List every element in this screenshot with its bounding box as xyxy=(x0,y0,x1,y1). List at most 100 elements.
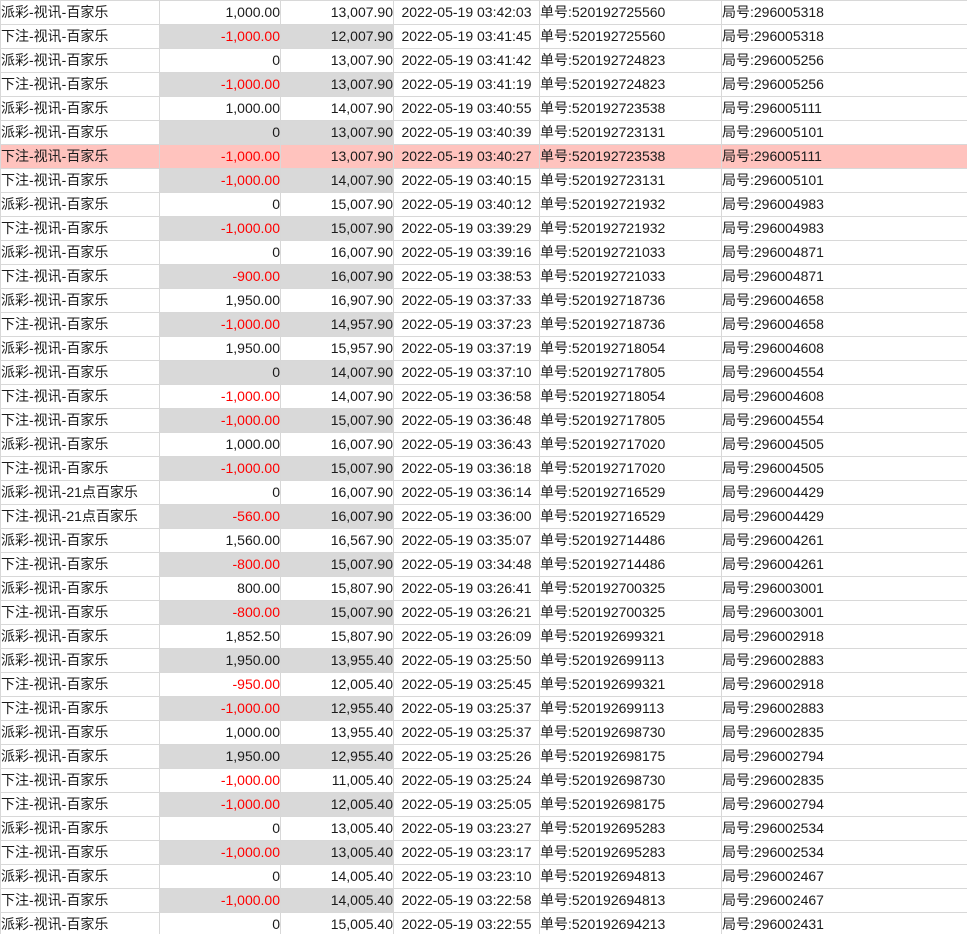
table-row[interactable]: 派彩-视讯-百家乐 0 13,007.90 2022-05-19 03:41:42 单号… xyxy=(0,48,967,73)
transaction-type-cell: 派彩-视讯-百家乐 xyxy=(0,360,160,385)
round-number-cell: 局号:296004658 xyxy=(721,288,967,313)
table-row[interactable]: 下注-视讯-百家乐 -800.00 15,007.90 2022-05-19 03:2… xyxy=(0,600,967,625)
order-number-cell: 单号:520192714486 xyxy=(539,528,722,553)
transaction-type-cell: 派彩-视讯-百家乐 xyxy=(0,648,160,673)
round-number-cell: 局号:296004505 xyxy=(721,456,967,481)
table-row[interactable]: 下注-视讯-百家乐 -1,000.00 12,005.40 2022-05-19 03… xyxy=(0,792,967,817)
table-row[interactable]: 派彩-视讯-百家乐 1,000.00 13,007.90 2022-05-19 03:… xyxy=(0,0,967,25)
transaction-type-cell: 下注-视讯-百家乐 xyxy=(0,600,160,625)
table-row[interactable]: 下注-视讯-百家乐 -800.00 15,007.90 2022-05-19 03:3… xyxy=(0,552,967,577)
timestamp-cell: 2022-05-19 03:36:14 xyxy=(393,480,540,505)
transaction-type-cell: 下注-视讯-百家乐 xyxy=(0,168,160,193)
table-row[interactable]: 派彩-视讯-百家乐 1,000.00 16,007.90 2022-05-19 03:… xyxy=(0,432,967,457)
amount-cell: 1,000.00 xyxy=(159,720,281,745)
table-row[interactable]: 派彩-视讯-百家乐 1,000.00 14,007.90 2022-05-19 03:… xyxy=(0,96,967,121)
table-row[interactable]: 派彩-视讯-百家乐 0 13,005.40 2022-05-19 03:23:27 单号… xyxy=(0,816,967,841)
table-row[interactable]: 派彩-视讯-百家乐 0 15,005.40 2022-05-19 03:22:55 单号… xyxy=(0,912,967,934)
order-number-cell: 单号:520192723131 xyxy=(539,168,722,193)
transaction-type-cell: 派彩-视讯-百家乐 xyxy=(0,576,160,601)
balance-cell: 16,007.90 xyxy=(280,480,394,505)
amount-cell: 1,000.00 xyxy=(159,432,281,457)
table-row[interactable]: 下注-视讯-百家乐 -1,000.00 12,955.40 2022-05-19 03… xyxy=(0,696,967,721)
table-row[interactable]: 下注-视讯-百家乐 -1,000.00 14,007.90 2022-05-19 03… xyxy=(0,168,967,193)
table-row[interactable]: 下注-视讯-百家乐 -1,000.00 14,007.90 2022-05-19 03… xyxy=(0,384,967,409)
order-number-cell: 单号:520192694213 xyxy=(539,912,722,934)
transaction-type-cell: 下注-视讯-百家乐 xyxy=(0,384,160,409)
amount-cell: 1,950.00 xyxy=(159,648,281,673)
table-row[interactable]: 下注-视讯-百家乐 -1,000.00 15,007.90 2022-05-19 03… xyxy=(0,408,967,433)
balance-cell: 12,005.40 xyxy=(280,672,394,697)
amount-cell: -1,000.00 xyxy=(159,216,281,241)
table-row[interactable]: 下注-视讯-百家乐 -1,000.00 15,007.90 2022-05-19 03… xyxy=(0,456,967,481)
table-row[interactable]: 派彩-视讯-百家乐 0 16,007.90 2022-05-19 03:39:16 单号… xyxy=(0,240,967,265)
table-row-highlighted[interactable]: 下注-视讯-百家乐 -1,000.00 13,007.90 2022-05-19 03… xyxy=(0,144,967,169)
round-number-cell: 局号:296005111 xyxy=(721,144,967,169)
balance-cell: 15,007.90 xyxy=(280,408,394,433)
balance-cell: 15,005.40 xyxy=(280,912,394,934)
amount-cell: -1,000.00 xyxy=(159,312,281,337)
table-row[interactable]: 下注-视讯-百家乐 -1,000.00 11,005.40 2022-05-19 03… xyxy=(0,768,967,793)
table-row[interactable]: 派彩-视讯-百家乐 0 15,007.90 2022-05-19 03:40:12 单号… xyxy=(0,192,967,217)
table-row[interactable]: 派彩-视讯-21点百家乐 0 16,007.90 2022-05-19 03:36:1… xyxy=(0,480,967,505)
table-row[interactable]: 派彩-视讯-百家乐 1,560.00 16,567.90 2022-05-19 03:… xyxy=(0,528,967,553)
table-row[interactable]: 下注-视讯-百家乐 -1,000.00 14,957.90 2022-05-19 03… xyxy=(0,312,967,337)
table-row[interactable]: 派彩-视讯-百家乐 0 13,007.90 2022-05-19 03:40:39 单号… xyxy=(0,120,967,145)
round-number-cell: 局号:296005318 xyxy=(721,0,967,25)
table-row[interactable]: 下注-视讯-百家乐 -1,000.00 15,007.90 2022-05-19 03… xyxy=(0,216,967,241)
table-row[interactable]: 派彩-视讯-百家乐 1,950.00 12,955.40 2022-05-19 03:… xyxy=(0,744,967,769)
transaction-type-cell: 派彩-视讯-百家乐 xyxy=(0,48,160,73)
amount-cell: -900.00 xyxy=(159,264,281,289)
table-row[interactable]: 派彩-视讯-百家乐 0 14,005.40 2022-05-19 03:23:10 单号… xyxy=(0,864,967,889)
amount-cell: 1,000.00 xyxy=(159,96,281,121)
table-row[interactable]: 派彩-视讯-百家乐 1,950.00 13,955.40 2022-05-19 03:… xyxy=(0,648,967,673)
round-number-cell: 局号:296003001 xyxy=(721,600,967,625)
transaction-type-cell: 下注-视讯-百家乐 xyxy=(0,408,160,433)
order-number-cell: 单号:520192723538 xyxy=(539,96,722,121)
order-number-cell: 单号:520192698175 xyxy=(539,744,722,769)
round-number-cell: 局号:296002794 xyxy=(721,792,967,817)
amount-cell: 0 xyxy=(159,360,281,385)
timestamp-cell: 2022-05-19 03:23:10 xyxy=(393,864,540,889)
table-row[interactable]: 下注-视讯-百家乐 -900.00 16,007.90 2022-05-19 03:3… xyxy=(0,264,967,289)
transaction-type-cell: 派彩-视讯-百家乐 xyxy=(0,0,160,25)
table-row[interactable]: 下注-视讯-百家乐 -1,000.00 13,007.90 2022-05-19 03… xyxy=(0,72,967,97)
order-number-cell: 单号:520192717805 xyxy=(539,360,722,385)
round-number-cell: 局号:296002835 xyxy=(721,720,967,745)
table-row[interactable]: 派彩-视讯-百家乐 1,852.50 15,807.90 2022-05-19 03:… xyxy=(0,624,967,649)
timestamp-cell: 2022-05-19 03:36:00 xyxy=(393,504,540,529)
transaction-type-cell: 派彩-视讯-百家乐 xyxy=(0,624,160,649)
amount-cell: -1,000.00 xyxy=(159,888,281,913)
timestamp-cell: 2022-05-19 03:40:27 xyxy=(393,144,540,169)
order-number-cell: 单号:520192721932 xyxy=(539,216,722,241)
table-row[interactable]: 下注-视讯-百家乐 -1,000.00 14,005.40 2022-05-19 03… xyxy=(0,888,967,913)
order-number-cell: 单号:520192718736 xyxy=(539,288,722,313)
amount-cell: -1,000.00 xyxy=(159,24,281,49)
round-number-cell: 局号:296004871 xyxy=(721,264,967,289)
round-number-cell: 局号:296002431 xyxy=(721,912,967,934)
table-row[interactable]: 派彩-视讯-百家乐 1,950.00 16,907.90 2022-05-19 03:… xyxy=(0,288,967,313)
table-row[interactable]: 下注-视讯-百家乐 -1,000.00 13,005.40 2022-05-19 03… xyxy=(0,840,967,865)
order-number-cell: 单号:520192725560 xyxy=(539,24,722,49)
round-number-cell: 局号:296004983 xyxy=(721,216,967,241)
timestamp-cell: 2022-05-19 03:25:37 xyxy=(393,696,540,721)
balance-cell: 15,007.90 xyxy=(280,192,394,217)
amount-cell: 1,950.00 xyxy=(159,744,281,769)
table-row[interactable]: 派彩-视讯-百家乐 1,950.00 15,957.90 2022-05-19 03:… xyxy=(0,336,967,361)
table-row[interactable]: 下注-视讯-百家乐 -950.00 12,005.40 2022-05-19 03:2… xyxy=(0,672,967,697)
amount-cell: 0 xyxy=(159,192,281,217)
table-row[interactable]: 下注-视讯-百家乐 -1,000.00 12,007.90 2022-05-19 03… xyxy=(0,24,967,49)
transaction-type-cell: 下注-视讯-百家乐 xyxy=(0,792,160,817)
table-row[interactable]: 派彩-视讯-百家乐 1,000.00 13,955.40 2022-05-19 03:… xyxy=(0,720,967,745)
round-number-cell: 局号:296004429 xyxy=(721,504,967,529)
balance-cell: 13,955.40 xyxy=(280,648,394,673)
table-row[interactable]: 下注-视讯-21点百家乐 -560.00 16,007.90 2022-05-19 0… xyxy=(0,504,967,529)
timestamp-cell: 2022-05-19 03:34:48 xyxy=(393,552,540,577)
balance-cell: 15,957.90 xyxy=(280,336,394,361)
table-row[interactable]: 派彩-视讯-百家乐 0 14,007.90 2022-05-19 03:37:10 单号… xyxy=(0,360,967,385)
transaction-type-cell: 下注-视讯-百家乐 xyxy=(0,456,160,481)
round-number-cell: 局号:296004261 xyxy=(721,552,967,577)
balance-cell: 15,007.90 xyxy=(280,552,394,577)
round-number-cell: 局号:296004505 xyxy=(721,432,967,457)
table-row[interactable]: 派彩-视讯-百家乐 800.00 15,807.90 2022-05-19 03:26… xyxy=(0,576,967,601)
balance-cell: 14,957.90 xyxy=(280,312,394,337)
